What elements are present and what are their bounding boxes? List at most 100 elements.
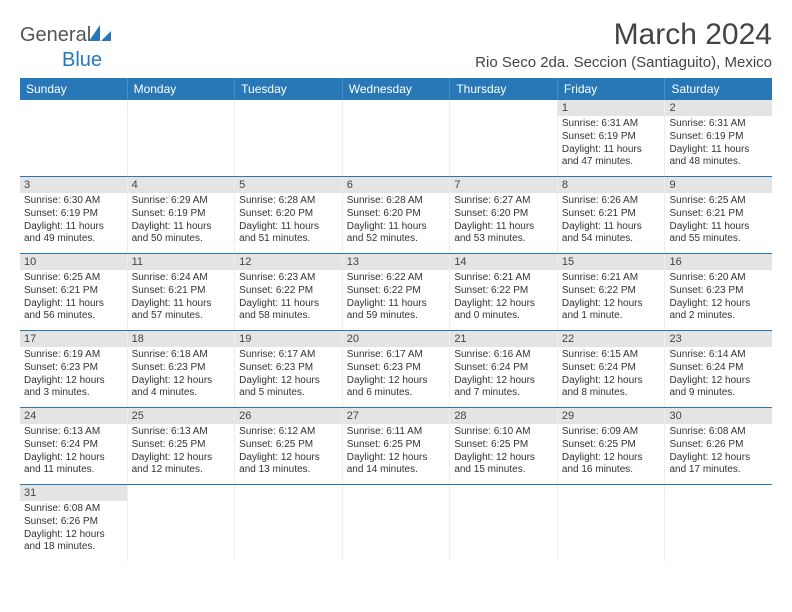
day-detail: Daylight: 12 hours: [239, 452, 338, 465]
day-number: 4: [128, 177, 235, 193]
day-header: Friday: [558, 78, 666, 100]
day-detail: Sunrise: 6:25 AM: [24, 272, 123, 285]
day-number: 26: [235, 408, 342, 424]
day-detail: Daylight: 12 hours: [562, 298, 661, 311]
day-detail: Sunset: 6:25 PM: [132, 439, 231, 452]
day-cell: 19Sunrise: 6:17 AMSunset: 6:23 PMDayligh…: [235, 331, 343, 407]
day-detail: Sunrise: 6:19 AM: [24, 349, 123, 362]
day-cell: 9Sunrise: 6:25 AMSunset: 6:21 PMDaylight…: [665, 177, 772, 253]
day-detail: and 48 minutes.: [669, 156, 768, 169]
day-detail: Sunrise: 6:16 AM: [454, 349, 553, 362]
day-cell: [450, 100, 558, 176]
day-detail: Sunset: 6:24 PM: [669, 362, 768, 375]
day-detail: and 14 minutes.: [347, 464, 446, 477]
week-row: 1Sunrise: 6:31 AMSunset: 6:19 PMDaylight…: [20, 100, 772, 177]
day-detail: Sunset: 6:25 PM: [454, 439, 553, 452]
day-cell: 2Sunrise: 6:31 AMSunset: 6:19 PMDaylight…: [665, 100, 772, 176]
day-detail: Daylight: 11 hours: [562, 221, 661, 234]
day-detail: and 58 minutes.: [239, 310, 338, 323]
day-cell: 7Sunrise: 6:27 AMSunset: 6:20 PMDaylight…: [450, 177, 558, 253]
day-detail: Sunset: 6:21 PM: [562, 208, 661, 221]
day-cell: 29Sunrise: 6:09 AMSunset: 6:25 PMDayligh…: [558, 408, 666, 484]
day-cell: 25Sunrise: 6:13 AMSunset: 6:25 PMDayligh…: [128, 408, 236, 484]
day-detail: and 59 minutes.: [347, 310, 446, 323]
day-header: Wednesday: [343, 78, 451, 100]
day-detail: Sunrise: 6:22 AM: [347, 272, 446, 285]
day-cell: 10Sunrise: 6:25 AMSunset: 6:21 PMDayligh…: [20, 254, 128, 330]
day-number: [343, 100, 450, 116]
day-detail: Daylight: 11 hours: [669, 221, 768, 234]
day-detail: Sunset: 6:20 PM: [347, 208, 446, 221]
logo-sail-icon: [89, 24, 111, 47]
day-number: 5: [235, 177, 342, 193]
day-number: 6: [343, 177, 450, 193]
day-number: 20: [343, 331, 450, 347]
day-detail: and 53 minutes.: [454, 233, 553, 246]
day-detail: and 16 minutes.: [562, 464, 661, 477]
day-detail: Sunset: 6:23 PM: [24, 362, 123, 375]
day-number: 29: [558, 408, 665, 424]
day-cell: 15Sunrise: 6:21 AMSunset: 6:22 PMDayligh…: [558, 254, 666, 330]
day-number: [20, 100, 127, 116]
header: General Blue March 2024 Rio Seco 2da. Se…: [20, 18, 772, 72]
day-number: 30: [665, 408, 772, 424]
day-detail: Sunrise: 6:09 AM: [562, 426, 661, 439]
day-detail: Daylight: 11 hours: [24, 221, 123, 234]
day-detail: Sunset: 6:19 PM: [669, 131, 768, 144]
day-detail: Sunrise: 6:08 AM: [669, 426, 768, 439]
logo: General Blue: [20, 24, 111, 72]
day-detail: Daylight: 11 hours: [239, 298, 338, 311]
day-detail: Sunset: 6:23 PM: [347, 362, 446, 375]
week-row: 24Sunrise: 6:13 AMSunset: 6:24 PMDayligh…: [20, 408, 772, 485]
day-detail: Daylight: 12 hours: [24, 529, 123, 542]
day-detail: Sunset: 6:22 PM: [239, 285, 338, 298]
day-detail: and 6 minutes.: [347, 387, 446, 400]
day-detail: and 57 minutes.: [132, 310, 231, 323]
day-detail: and 15 minutes.: [454, 464, 553, 477]
day-detail: Daylight: 12 hours: [454, 298, 553, 311]
day-number: 12: [235, 254, 342, 270]
day-number: 2: [665, 100, 772, 116]
day-detail: Sunset: 6:26 PM: [24, 516, 123, 529]
day-detail: and 2 minutes.: [669, 310, 768, 323]
day-detail: Sunrise: 6:15 AM: [562, 349, 661, 362]
day-detail: and 50 minutes.: [132, 233, 231, 246]
day-cell: 14Sunrise: 6:21 AMSunset: 6:22 PMDayligh…: [450, 254, 558, 330]
day-cell: 5Sunrise: 6:28 AMSunset: 6:20 PMDaylight…: [235, 177, 343, 253]
week-row: 31Sunrise: 6:08 AMSunset: 6:26 PMDayligh…: [20, 485, 772, 561]
logo-text-b: Blue: [62, 49, 102, 71]
day-number: 10: [20, 254, 127, 270]
day-number: 13: [343, 254, 450, 270]
day-detail: Sunrise: 6:08 AM: [24, 503, 123, 516]
day-detail: Sunrise: 6:26 AM: [562, 195, 661, 208]
day-detail: Daylight: 12 hours: [454, 452, 553, 465]
day-cell: 23Sunrise: 6:14 AMSunset: 6:24 PMDayligh…: [665, 331, 772, 407]
day-detail: Sunrise: 6:25 AM: [669, 195, 768, 208]
day-cell: 28Sunrise: 6:10 AMSunset: 6:25 PMDayligh…: [450, 408, 558, 484]
day-detail: Daylight: 11 hours: [347, 298, 446, 311]
day-detail: Sunset: 6:26 PM: [669, 439, 768, 452]
day-detail: Sunrise: 6:17 AM: [347, 349, 446, 362]
week-row: 17Sunrise: 6:19 AMSunset: 6:23 PMDayligh…: [20, 331, 772, 408]
day-detail: Sunset: 6:22 PM: [347, 285, 446, 298]
day-header: Tuesday: [235, 78, 343, 100]
day-detail: Sunrise: 6:13 AM: [132, 426, 231, 439]
day-detail: Sunset: 6:19 PM: [562, 131, 661, 144]
day-number: [235, 485, 342, 501]
day-cell: 20 Sunrise: 6:17 AMSunset: 6:23 PMDayligh…: [343, 331, 451, 407]
day-cell: 30Sunrise: 6:08 AMSunset: 6:26 PMDayligh…: [665, 408, 772, 484]
day-number: 11: [128, 254, 235, 270]
day-detail: Sunset: 6:23 PM: [132, 362, 231, 375]
day-detail: Sunrise: 6:31 AM: [669, 118, 768, 131]
day-detail: Daylight: 12 hours: [24, 452, 123, 465]
day-detail: and 13 minutes.: [239, 464, 338, 477]
day-number: [450, 485, 557, 501]
day-detail: Sunset: 6:20 PM: [454, 208, 553, 221]
day-detail: and 18 minutes.: [24, 541, 123, 554]
day-number: 1: [558, 100, 665, 116]
day-number: [558, 485, 665, 501]
day-detail: Sunrise: 6:18 AM: [132, 349, 231, 362]
day-detail: and 12 minutes.: [132, 464, 231, 477]
day-detail: Sunrise: 6:13 AM: [24, 426, 123, 439]
day-detail: Daylight: 12 hours: [347, 375, 446, 388]
